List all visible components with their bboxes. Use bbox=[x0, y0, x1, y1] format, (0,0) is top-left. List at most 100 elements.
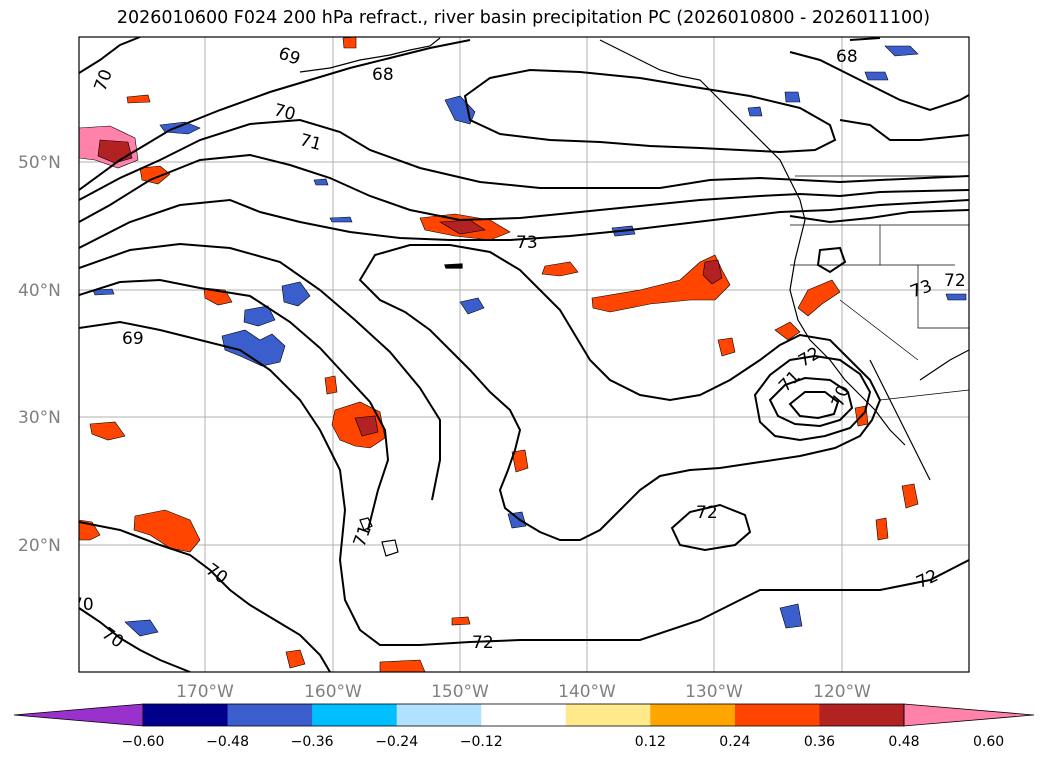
coastlines bbox=[299, 37, 969, 557]
colorbar-tick-label: −0.36 bbox=[291, 734, 334, 750]
contour-line bbox=[79, 39, 471, 191]
contour-line bbox=[79, 118, 969, 201]
precip-patch bbox=[797, 279, 841, 317]
precip-negative-areas bbox=[92, 45, 967, 637]
contour-label: 69 bbox=[122, 329, 144, 349]
contour-line bbox=[79, 278, 390, 531]
colorbar-swatch bbox=[396, 704, 482, 726]
precip-patch bbox=[281, 281, 311, 307]
state-line bbox=[839, 299, 919, 361]
precip-patch bbox=[901, 483, 919, 509]
colorbar-swatch bbox=[312, 704, 398, 726]
precip-patch bbox=[702, 259, 723, 285]
colorbar-extend-min bbox=[13, 703, 144, 727]
colorbar-swatch bbox=[734, 704, 820, 726]
contour-line bbox=[816, 246, 847, 274]
contour-line bbox=[79, 242, 441, 501]
colorbar-swatch bbox=[650, 704, 736, 726]
colorbar-tick-label: 0.60 bbox=[973, 734, 1004, 750]
precip-patch bbox=[221, 329, 286, 367]
contour-line bbox=[463, 68, 837, 154]
lon-label: 170°W bbox=[176, 682, 234, 702]
colorbar-swatch bbox=[227, 704, 313, 726]
precip-patch bbox=[507, 511, 527, 529]
lon-labels: 170°W 160°W 150°W 140°W 130°W 120°W bbox=[176, 682, 871, 702]
precip-patch bbox=[717, 337, 736, 357]
contour-line bbox=[79, 320, 969, 646]
contour-label: 73 bbox=[516, 233, 538, 253]
contour-line bbox=[789, 209, 969, 224]
mexico-coast bbox=[919, 349, 969, 381]
baja-coast bbox=[869, 359, 931, 481]
contour-line bbox=[79, 607, 191, 672]
precip-patch bbox=[126, 94, 151, 104]
colorbar-extend-max bbox=[903, 703, 1035, 727]
precip-patch bbox=[541, 261, 579, 277]
precip-patch bbox=[285, 649, 306, 669]
contour-label: 72 bbox=[696, 503, 718, 523]
precip-patch bbox=[747, 106, 763, 117]
colorbar-tick-label: −0.60 bbox=[122, 734, 165, 750]
precip-patch bbox=[511, 449, 529, 473]
colorbar-tick-label: 0.48 bbox=[888, 734, 919, 750]
colorbar-swatch bbox=[481, 704, 567, 726]
precip-patch bbox=[945, 293, 967, 301]
precip-patch bbox=[864, 71, 889, 81]
precip-patch bbox=[329, 216, 353, 223]
lon-label: 130°W bbox=[685, 682, 743, 702]
contour-label: 72 bbox=[472, 633, 494, 653]
precip-patch bbox=[354, 415, 379, 437]
colorbar-swatch bbox=[565, 704, 651, 726]
colorbar-tick-label: −0.48 bbox=[206, 734, 249, 750]
colorbar: −0.60 −0.48 −0.36 −0.24 −0.12 0.12 0.24 0.36 0.4… bbox=[13, 703, 1035, 750]
contour-label: 68 bbox=[836, 47, 858, 67]
contour-line bbox=[788, 391, 840, 420]
precip-patch bbox=[774, 321, 801, 341]
precip-patch bbox=[243, 305, 276, 327]
lat-label: 50°N bbox=[18, 153, 61, 173]
lon-label: 120°W bbox=[813, 682, 871, 702]
map-title: 2026010600 F024 200 hPa refract., river … bbox=[116, 8, 931, 28]
map-frame bbox=[78, 36, 970, 673]
contour-line bbox=[79, 198, 969, 249]
contour-line bbox=[79, 37, 141, 74]
precip-patch bbox=[342, 37, 357, 49]
contour-line bbox=[670, 503, 752, 552]
colorbar-tick-label: 0.12 bbox=[635, 734, 666, 750]
colorbar-tick-label: −0.12 bbox=[460, 734, 503, 750]
state-line bbox=[917, 265, 969, 329]
colorbar-tick-label: 0.24 bbox=[719, 734, 750, 750]
contour-line bbox=[839, 119, 969, 141]
colorbar-swatch bbox=[143, 704, 229, 726]
contour-line bbox=[79, 153, 969, 223]
contour-line bbox=[768, 376, 854, 428]
precip-patch bbox=[451, 616, 471, 626]
precip-patch bbox=[79, 519, 101, 541]
colorbar-tick-label: 0.36 bbox=[804, 734, 835, 750]
map-plot-area bbox=[79, 37, 969, 672]
lat-label: 20°N bbox=[18, 536, 61, 556]
colorbar-tick-label: −0.24 bbox=[375, 734, 418, 750]
precip-patch bbox=[133, 509, 201, 553]
hawaii-islands bbox=[359, 517, 399, 557]
precip-patch bbox=[379, 659, 426, 672]
colorbar-swatch bbox=[819, 704, 905, 726]
contour-line bbox=[79, 521, 331, 672]
contour-label: 72 bbox=[944, 271, 966, 291]
precip-patch bbox=[89, 421, 126, 441]
precip-patch bbox=[124, 619, 159, 637]
lon-label: 140°W bbox=[558, 682, 616, 702]
contour-line bbox=[358, 244, 882, 541]
colorbar-frame bbox=[142, 703, 905, 727]
precip-patch bbox=[444, 95, 476, 125]
lat-label: 40°N bbox=[18, 281, 61, 301]
precip-patch bbox=[92, 288, 115, 296]
lat-label: 30°N bbox=[18, 408, 61, 428]
precip-patch bbox=[784, 91, 801, 103]
alaska-coast bbox=[299, 37, 441, 73]
lat-labels: 50°N 40°N 30°N 20°N bbox=[18, 153, 61, 556]
contour-line bbox=[753, 354, 872, 442]
lon-label: 160°W bbox=[304, 682, 362, 702]
lon-label: 150°W bbox=[431, 682, 489, 702]
